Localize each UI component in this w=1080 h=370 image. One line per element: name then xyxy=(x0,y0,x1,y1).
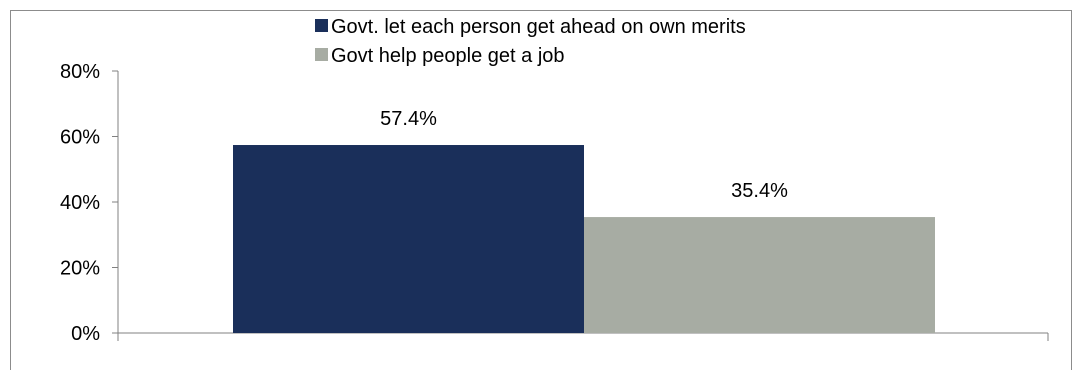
legend-swatch xyxy=(315,48,328,61)
legend-label: Govt help people get a job xyxy=(331,45,565,67)
legend: Govt. let each person get ahead on own m… xyxy=(315,16,746,67)
data-label: 35.4% xyxy=(731,180,788,202)
bar xyxy=(233,145,584,333)
legend-swatch xyxy=(315,19,328,32)
y-tick-label: 20% xyxy=(60,258,100,280)
bar xyxy=(584,217,935,333)
bars xyxy=(233,145,935,333)
legend-label: Govt. let each person get ahead on own m… xyxy=(331,16,746,38)
y-tick-label: 80% xyxy=(60,61,100,83)
data-label: 57.4% xyxy=(380,108,437,130)
y-tick-label: 40% xyxy=(60,192,100,214)
y-tick-label: 0% xyxy=(71,323,100,345)
data-labels: 57.4% 35.4% xyxy=(380,108,788,202)
y-tick-label: 60% xyxy=(60,127,100,149)
